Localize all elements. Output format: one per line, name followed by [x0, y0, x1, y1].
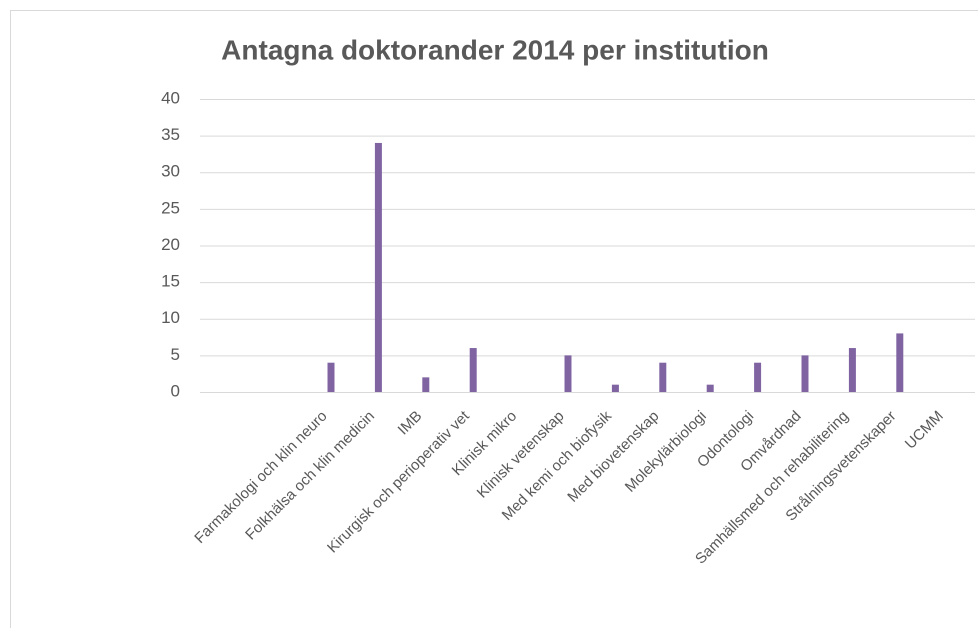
- bar: [422, 377, 430, 392]
- y-tick-label: 15: [161, 272, 180, 291]
- bar: [706, 384, 714, 392]
- bar: [469, 348, 477, 392]
- bar: [801, 355, 809, 392]
- y-tick-label: 25: [161, 198, 180, 217]
- bar: [611, 384, 619, 392]
- chart-title: Antagna doktorander 2014 per institution: [221, 34, 769, 65]
- bar: [659, 362, 667, 392]
- x-tick-label: IMB: [395, 408, 426, 439]
- bar: [564, 355, 572, 392]
- y-tick-label: 30: [161, 162, 180, 181]
- y-tick-label: 0: [171, 381, 180, 400]
- x-tick-label: Molekylärbiologi: [622, 408, 710, 496]
- y-tick-label: 5: [171, 345, 180, 364]
- bar: [848, 348, 856, 392]
- y-tick-label: 40: [161, 88, 180, 107]
- y-tick-label: 20: [161, 235, 180, 254]
- x-tick-label: UCMM: [902, 408, 947, 453]
- y-tick-label: 35: [161, 125, 180, 144]
- bar: [374, 142, 382, 392]
- x-tick-label: Klinisk vetenskap: [474, 408, 568, 502]
- bar: [754, 362, 762, 392]
- bar: [896, 333, 904, 392]
- bar: [327, 362, 335, 392]
- y-tick-label: 10: [161, 308, 180, 327]
